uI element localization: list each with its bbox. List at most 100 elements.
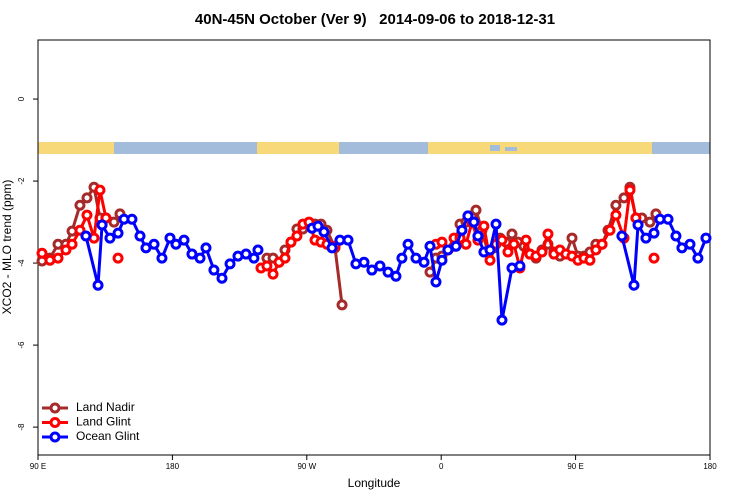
point (628, 279, 640, 291)
point (610, 199, 622, 211)
point (252, 244, 264, 256)
point (484, 254, 496, 266)
legend-item: Land Glint (42, 415, 131, 429)
point (484, 244, 496, 256)
point (514, 260, 526, 272)
legend-item: Land Nadir (42, 400, 135, 414)
point (318, 226, 330, 238)
point (502, 246, 514, 258)
point (92, 279, 104, 291)
land-strip (257, 142, 339, 154)
x-axis-label: Longitude (348, 476, 401, 490)
point (74, 199, 86, 211)
point (248, 252, 260, 264)
x-tick-label: 90 E (30, 462, 46, 471)
y-axis-label: XCO2 - MLO trend (ppm) (0, 180, 14, 315)
x-tick-label: 180 (703, 462, 717, 471)
point (462, 210, 474, 222)
x-tick-label: 180 (166, 462, 180, 471)
point (80, 230, 92, 242)
point (326, 242, 338, 254)
map-strip (38, 142, 710, 154)
y-tick-label: -2 (17, 177, 26, 185)
legend-marker (49, 417, 61, 428)
point (396, 252, 408, 264)
point (436, 254, 448, 266)
point (126, 213, 138, 225)
point (418, 256, 430, 268)
point (496, 314, 508, 326)
point (640, 232, 652, 244)
legend-label: Ocean Glint (76, 429, 140, 443)
point (700, 232, 712, 244)
point (366, 264, 378, 276)
legend-marker (49, 402, 61, 414)
point (456, 224, 468, 236)
point (632, 219, 644, 231)
point (112, 227, 124, 239)
plot-frame (37, 39, 711, 456)
point (436, 236, 448, 248)
point (566, 232, 578, 244)
point (472, 230, 484, 242)
point (508, 238, 520, 250)
ocean-strip (490, 145, 500, 151)
point (648, 252, 660, 264)
legend-marker (49, 431, 61, 443)
point (208, 264, 220, 276)
point (148, 238, 160, 250)
legend-item: Ocean Glint (42, 429, 140, 443)
point (108, 216, 120, 228)
point (468, 216, 480, 228)
point (112, 252, 124, 264)
point (520, 234, 532, 246)
point (402, 238, 414, 250)
chart-title: 40N-45N October (Ver 9) 2014-09-06 to 20… (195, 11, 555, 28)
point (542, 228, 554, 240)
point (104, 232, 116, 244)
point (390, 270, 402, 282)
point (267, 268, 279, 280)
point (692, 252, 704, 264)
y-tick-label: 0 (17, 96, 26, 101)
point (194, 252, 206, 264)
point (648, 227, 660, 239)
point (382, 266, 394, 278)
x-tick-label: 90 W (297, 462, 316, 471)
y-tick-label: -4 (17, 259, 26, 267)
point (424, 240, 436, 252)
point (460, 238, 472, 250)
point (644, 216, 656, 228)
point (216, 272, 228, 284)
point (536, 246, 548, 258)
point (285, 236, 297, 248)
y-tick-label: -6 (17, 341, 26, 349)
x-tick-label: 90 E (567, 462, 583, 471)
point (36, 247, 48, 259)
point (616, 230, 628, 242)
point (164, 232, 176, 244)
point (81, 192, 93, 204)
point (186, 248, 198, 260)
point (96, 219, 108, 231)
point (410, 252, 422, 264)
x-tick-label: 0 (439, 462, 444, 471)
legend-label: Land Nadir (76, 400, 135, 414)
point (624, 184, 636, 196)
point (134, 230, 146, 242)
point (610, 209, 622, 221)
point (240, 248, 252, 260)
point (291, 230, 303, 242)
point (261, 260, 273, 272)
point (81, 209, 93, 221)
y-tick-label: -8 (17, 423, 26, 431)
point (470, 204, 482, 216)
point (170, 238, 182, 250)
point (584, 254, 596, 266)
point (342, 234, 354, 246)
point (662, 213, 674, 225)
point (684, 238, 696, 250)
point (66, 238, 78, 250)
point (358, 256, 370, 268)
point (450, 240, 462, 252)
